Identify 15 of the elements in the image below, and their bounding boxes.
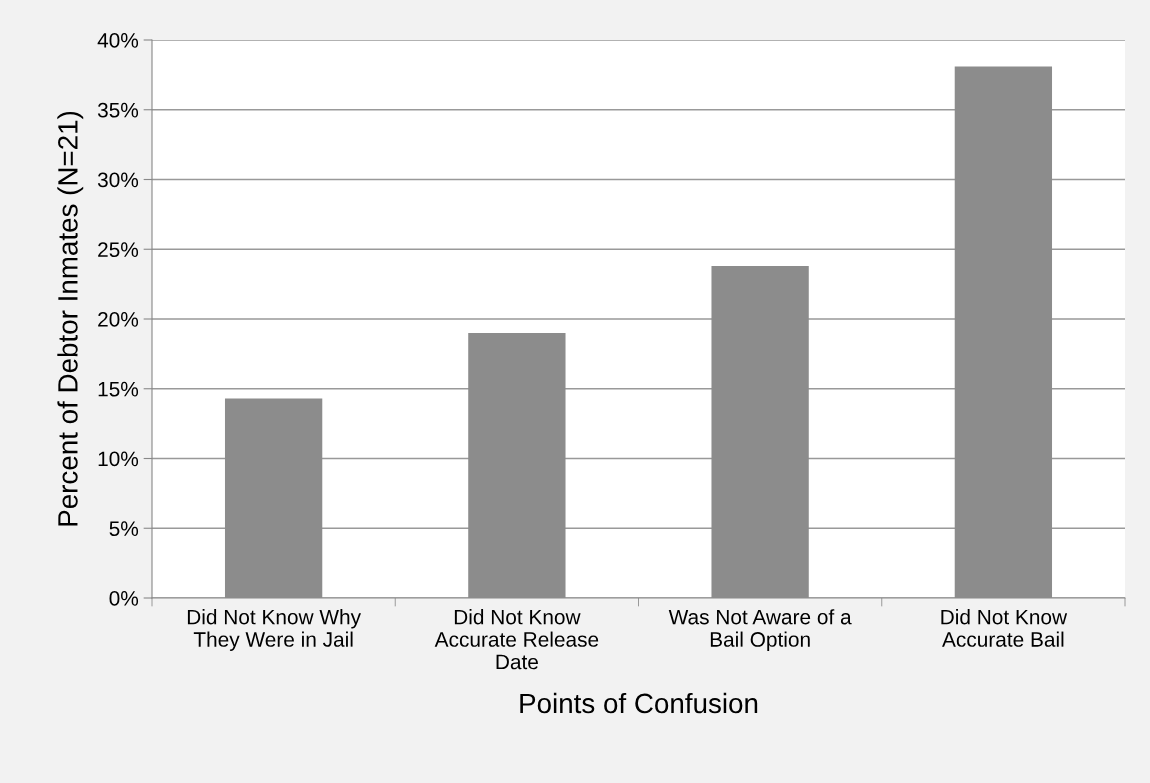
y-axis-title: Percent of Debtor Inmates (N=21)	[57, 111, 84, 526]
x-axis-title: Points of Confusion	[520, 692, 758, 714]
y-tick-label: 35%	[97, 102, 139, 118]
y-tick-label: 20%	[98, 312, 139, 327]
x-tick-label: Did Not Know Why They Were in Jail	[187, 609, 361, 651]
y-tick-label: 15%	[98, 381, 139, 397]
x-tick-label: Did Not Know Accurate Bail	[941, 609, 1068, 647]
y-tick-label: 5%	[109, 521, 139, 536]
y-tick-label: 10%	[98, 451, 139, 467]
y-tick-label: 25%	[98, 242, 139, 257]
y-tick-label: 0%	[109, 591, 139, 606]
x-tick-label: Was Not Aware of a Bail Option	[668, 609, 852, 651]
x-tick-label: Did Not Know Accurate Release Date	[434, 609, 599, 670]
y-tick-label: 30%	[97, 172, 139, 188]
y-tick-label: 40%	[97, 33, 139, 48]
